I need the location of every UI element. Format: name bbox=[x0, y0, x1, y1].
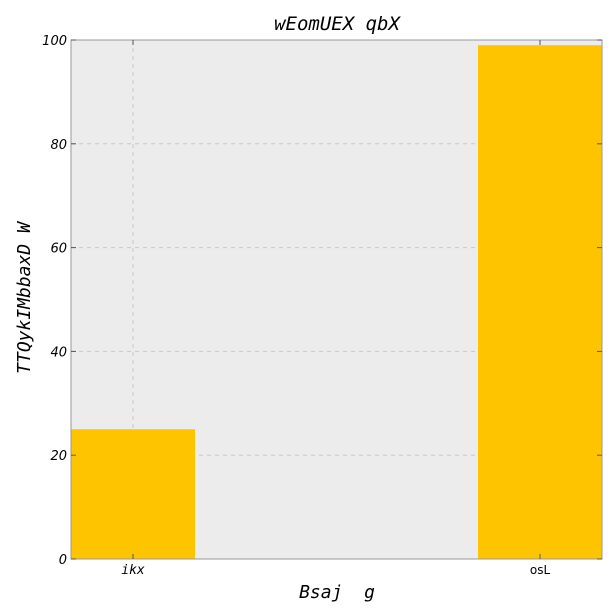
y-tick-label: 0 bbox=[59, 553, 67, 568]
axis-ticks: 0 20 40 60 80 100 ikx osL bbox=[42, 34, 602, 578]
bar-ikx bbox=[71, 429, 195, 559]
x-tick-label: ikx bbox=[121, 563, 145, 578]
y-tick-label: 20 bbox=[50, 449, 67, 464]
y-tick-label: 60 bbox=[50, 242, 67, 257]
y-axis-label: TTQykIMbbaxD W bbox=[14, 220, 35, 374]
bars bbox=[71, 45, 602, 559]
x-axis-label: Bsaj g bbox=[299, 582, 375, 603]
y-tick-label: 100 bbox=[42, 34, 67, 49]
y-tick-label: 40 bbox=[50, 345, 67, 360]
plot-frame bbox=[70, 39, 603, 560]
chart-title: wEomUEX qbX bbox=[274, 13, 401, 35]
x-tick-label: osL bbox=[530, 563, 551, 577]
bar-osL bbox=[478, 45, 602, 559]
y-tick-label: 80 bbox=[50, 138, 67, 153]
